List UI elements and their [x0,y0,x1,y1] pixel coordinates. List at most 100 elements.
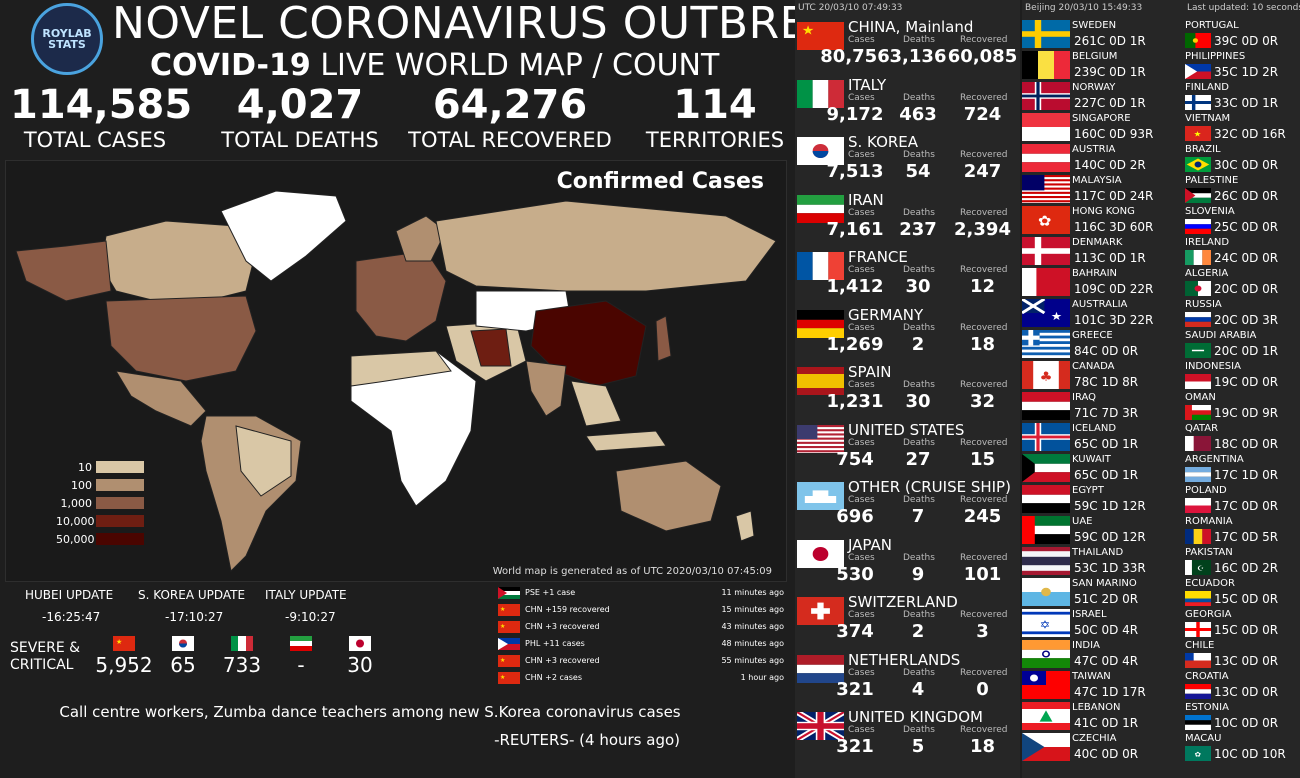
recovered-value: 245 [963,506,1002,527]
country-stats: 84C 0D 0R [1074,344,1139,358]
feed-time: 55 minutes ago [721,656,784,665]
feed-item: ★ CHN +3 recovered 43 minutes ago [498,619,788,636]
map-new-zealand [735,510,755,542]
country-name: AUSTRALIA [1072,299,1128,310]
country-stats: 10C 0D 10R [1214,747,1286,761]
country-name: POLAND [1185,485,1227,496]
bahrain-flag-icon [1022,268,1070,296]
country-name: IRELAND [1185,237,1230,248]
country-row: BAHRAIN 109C 0D 22R [1022,268,1182,299]
usa-flag-icon [797,424,844,453]
country-row: POLAND 17C 0D 0R [1185,485,1300,516]
country-stats: 116C 3D 60R [1074,220,1154,234]
country-stats: 18C 0D 0R [1214,437,1279,451]
iceland-flag-icon [1022,423,1070,451]
svg-text:★: ★ [1051,310,1062,323]
svg-text:★: ★ [500,606,505,613]
deaths-value: 7 [911,506,925,527]
cases-header: Cases [848,610,875,620]
country-name: HONG KONG [1072,206,1135,217]
legend-row: 10,000 [56,515,146,528]
country-row: VIETNAM ★ 32C 0D 16R [1185,113,1300,144]
deaths-value: 5 [911,736,925,757]
country-name: TAIWAN [1072,671,1111,682]
top-countries-panel: UTC 20/03/10 07:49:33 ★ CHINA, Mainland Ca… [795,0,1020,778]
macau-flag-icon: ✿ [1185,746,1211,762]
lebanon-flag-icon [1022,702,1070,730]
legend-swatch [96,533,144,545]
switzerland-flag-icon [797,597,844,625]
country-name: SAN MARINO [1072,578,1137,589]
hubei-update-value: -16:25:47 [42,610,101,624]
severe-value: 733 [222,653,262,677]
svg-text:☪: ☪ [1197,564,1204,572]
country-stats: 20C 0D 1R [1214,344,1279,358]
map-africa [350,350,477,507]
philippines-flag-icon [1185,64,1211,80]
deaths-value: 463 [899,103,937,125]
country-row: OMAN 19C 0D 9R [1185,392,1300,423]
world-map-panel: Confirmed Cases 10 100 1,000 10,000 50,0… [5,160,787,582]
country-name: EGYPT [1072,485,1104,496]
cases-header: Cases [848,92,875,103]
cases-value: 321 [836,736,874,757]
country-name: LEBANON [1072,702,1121,713]
country-row: SPAIN Cases Deaths Recovered 1,231 30 32 [795,363,1020,420]
austria-flag-icon [1022,144,1070,172]
country-name: CZECHIA [1072,733,1117,744]
country-name: ISRAEL [1072,609,1107,620]
qatar-flag-icon [1185,436,1211,452]
cases-value: 321 [836,678,874,700]
cases-header: Cases [848,322,875,333]
deaths-header: Deaths [903,265,935,275]
map-europe [355,250,447,342]
poland-flag-icon [1185,498,1211,514]
country-row: RUSSIA 20C 0D 3R [1185,299,1300,330]
belgium-flag-icon [1022,51,1070,79]
country-row: ICELAND 65C 0D 1R [1022,423,1182,454]
country-row: GEORGIA 15C 0D 0R [1185,609,1300,640]
svg-text:♣: ♣ [1040,369,1053,384]
country-row: GERMANY Cases Deaths Recovered 1,269 2 18 [795,306,1020,363]
country-stats: 101C 3D 22R [1074,313,1154,327]
germany-flag-icon [797,309,844,338]
taiwan-flag-icon [1022,671,1070,699]
map-se-asia [570,380,622,427]
country-name: UNITED STATES [848,420,965,439]
ecuador-flag-icon [1185,591,1211,607]
cases-value: 7,161 [826,218,884,240]
country-name: FINLAND [1185,82,1230,93]
recovered-value: 247 [963,161,1002,182]
country-row: BELGIUM 239C 0D 1R [1022,51,1182,82]
deaths-header: Deaths [903,92,935,103]
country-row: MACAU ✿ 10C 0D 10R [1185,733,1300,764]
legend-swatch [96,515,144,527]
iraq-flag-icon [1022,392,1070,420]
deaths-value: 4 [911,678,925,700]
recovered-header: Recovered [960,437,1008,448]
country-row: PORTUGAL 39C 0D 0R [1185,20,1300,51]
svg-text:★: ★ [500,623,505,630]
deaths-header: Deaths [903,322,935,333]
recovered-value: 18 [969,736,996,757]
beijing-time: Beijing 20/03/10 15:49:33 [1025,3,1143,13]
news-headline[interactable]: Call centre workers, Zumba dance teacher… [59,703,681,721]
feed-text: PSE +1 case [525,588,576,597]
china-flag-icon: ★ [113,636,135,651]
map-mexico [115,370,207,427]
recovered-header: Recovered [960,265,1008,275]
country-name: OMAN [1185,392,1216,403]
deaths-header: Deaths [903,610,935,620]
feed-text: CHN +3 recovered [525,656,600,665]
total-recovered-value: 64,276 [432,82,588,128]
deaths-value: 237 [899,218,937,240]
country-row: CZECHIA 40C 0D 0R [1022,733,1182,764]
cases-value: 80,756 [820,46,890,67]
country-stats: 41C 0D 1R [1074,716,1139,730]
country-row: JAPAN Cases Deaths Recovered 530 9 101 [795,536,1020,593]
legend-row: 50,000 [56,533,146,546]
total-cases-label: TOTAL CASES [23,128,167,152]
korea-flag-icon [172,636,194,651]
kuwait-flag-icon [1022,454,1070,482]
australia-flag-icon: ★ [1021,297,1070,327]
